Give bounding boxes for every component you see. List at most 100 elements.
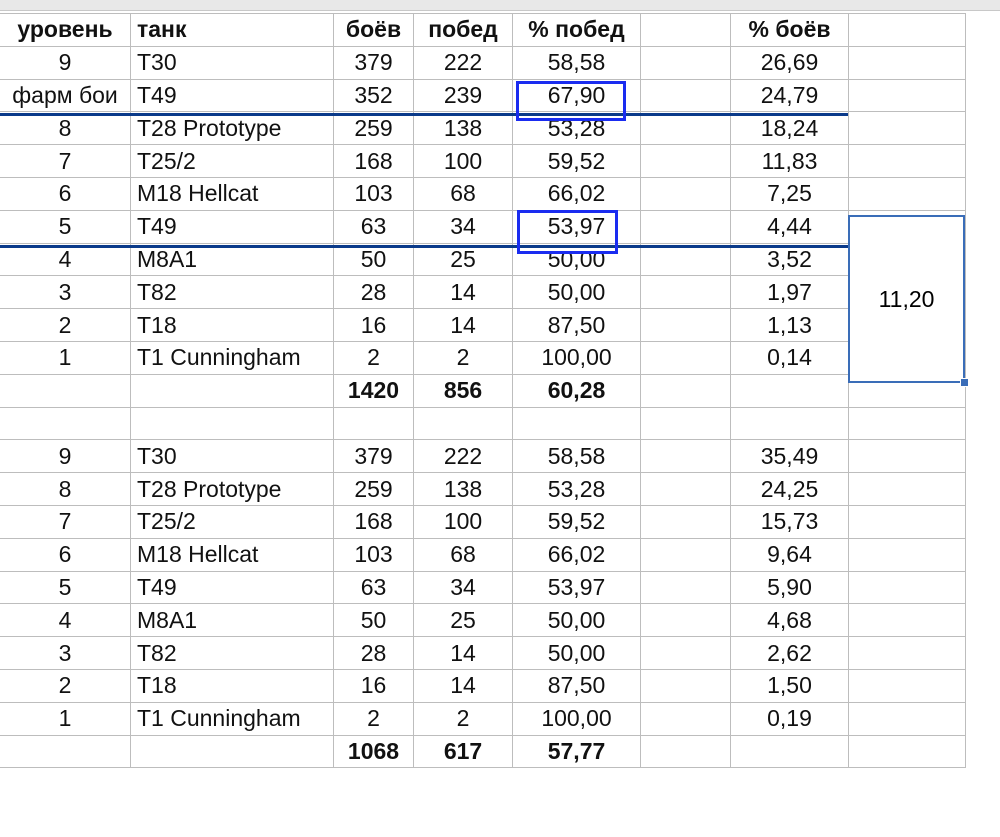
cell[interactable]: 222: [413, 439, 513, 474]
cell[interactable]: 7: [0, 504, 131, 539]
cell[interactable]: T49: [130, 78, 334, 113]
cell[interactable]: 50,00: [512, 275, 641, 310]
cell[interactable]: T25/2: [130, 144, 334, 178]
cell[interactable]: [848, 111, 966, 146]
cell[interactable]: 352: [333, 78, 414, 113]
cell[interactable]: [0, 734, 131, 769]
cell[interactable]: 11,83: [730, 144, 849, 178]
cell[interactable]: 8: [0, 472, 131, 506]
cell[interactable]: 50,00: [512, 603, 641, 638]
cell[interactable]: [640, 209, 731, 244]
cell[interactable]: 59,52: [512, 144, 641, 178]
cell[interactable]: 259: [333, 111, 414, 146]
cell[interactable]: % побед: [512, 13, 641, 47]
cell[interactable]: 6: [0, 537, 131, 572]
cell[interactable]: M18 Hellcat: [130, 537, 334, 572]
cell[interactable]: 0,14: [730, 340, 849, 375]
cell[interactable]: 25: [413, 242, 513, 277]
cell[interactable]: 2: [413, 340, 513, 375]
cell[interactable]: [640, 275, 731, 310]
cell[interactable]: [413, 406, 513, 441]
cell[interactable]: побед: [413, 13, 513, 47]
cell[interactable]: 259: [333, 472, 414, 506]
cell[interactable]: 4: [0, 603, 131, 638]
cell[interactable]: 4: [0, 242, 131, 277]
cell[interactable]: 68: [413, 537, 513, 572]
cell[interactable]: [848, 45, 966, 80]
cell[interactable]: [640, 78, 731, 113]
cell[interactable]: 67,90: [512, 78, 641, 113]
cell[interactable]: 15,73: [730, 504, 849, 539]
cell[interactable]: 50: [333, 603, 414, 638]
cell[interactable]: 100,00: [512, 340, 641, 375]
cell[interactable]: 50,00: [512, 242, 641, 277]
cell[interactable]: [640, 406, 731, 441]
cell[interactable]: [848, 734, 966, 769]
cell[interactable]: 24,79: [730, 78, 849, 113]
cell[interactable]: [640, 472, 731, 506]
cell[interactable]: [848, 636, 966, 670]
spreadsheet-grid[interactable]: уровень танк боёв побед% побед% боёв 9 T30 379…: [0, 13, 966, 769]
cell[interactable]: [333, 406, 414, 441]
cell[interactable]: 63: [333, 209, 414, 244]
cell[interactable]: [848, 504, 966, 539]
cell[interactable]: 87,50: [512, 668, 641, 703]
cell[interactable]: 379: [333, 439, 414, 474]
cell[interactable]: [848, 406, 966, 441]
cell[interactable]: T28 Prototype: [130, 472, 334, 506]
cell[interactable]: % боёв: [730, 13, 849, 47]
cell[interactable]: 2: [413, 701, 513, 736]
cell[interactable]: 60,28: [512, 373, 641, 408]
cell[interactable]: [848, 472, 966, 506]
cell[interactable]: T18: [130, 668, 334, 703]
cell[interactable]: 0,19: [730, 701, 849, 736]
cell[interactable]: 63: [333, 570, 414, 605]
cell[interactable]: 168: [333, 504, 414, 539]
cell[interactable]: 138: [413, 111, 513, 146]
cell[interactable]: 53,97: [512, 570, 641, 605]
cell[interactable]: [848, 570, 966, 605]
cell[interactable]: [848, 13, 966, 47]
cell[interactable]: [640, 340, 731, 375]
cell[interactable]: 58,58: [512, 439, 641, 474]
cell[interactable]: T82: [130, 275, 334, 310]
cell[interactable]: 5: [0, 570, 131, 605]
cell[interactable]: 2: [333, 340, 414, 375]
cell[interactable]: боёв: [333, 13, 414, 47]
cell[interactable]: [640, 504, 731, 539]
fill-handle[interactable]: [960, 378, 969, 387]
cell[interactable]: [640, 373, 731, 408]
cell[interactable]: [640, 144, 731, 178]
cell[interactable]: [640, 242, 731, 277]
cell[interactable]: 1,97: [730, 275, 849, 310]
cell[interactable]: 2: [333, 701, 414, 736]
cell[interactable]: [640, 603, 731, 638]
cell[interactable]: [640, 13, 731, 47]
cell[interactable]: 53,97: [512, 209, 641, 244]
cell[interactable]: 14: [413, 636, 513, 670]
cell[interactable]: T1 Cunningham: [130, 340, 334, 375]
cell[interactable]: [848, 603, 966, 638]
cell[interactable]: 138: [413, 472, 513, 506]
cell[interactable]: 1420: [333, 373, 414, 408]
cell[interactable]: 1068: [333, 734, 414, 769]
cell[interactable]: [640, 537, 731, 572]
cell[interactable]: 5: [0, 209, 131, 244]
cell[interactable]: M8A1: [130, 603, 334, 638]
cell[interactable]: [848, 78, 966, 113]
cell[interactable]: 9,64: [730, 537, 849, 572]
cell[interactable]: 16: [333, 308, 414, 342]
cell[interactable]: T30: [130, 439, 334, 474]
cell[interactable]: 103: [333, 537, 414, 572]
cell[interactable]: 239: [413, 78, 513, 113]
cell[interactable]: T1 Cunningham: [130, 701, 334, 736]
cell[interactable]: [848, 176, 966, 211]
cell[interactable]: 856: [413, 373, 513, 408]
cell[interactable]: 2: [0, 308, 131, 342]
cell[interactable]: T82: [130, 636, 334, 670]
cell[interactable]: [640, 668, 731, 703]
cell[interactable]: 7,25: [730, 176, 849, 211]
cell[interactable]: 87,50: [512, 308, 641, 342]
cell[interactable]: 7: [0, 144, 131, 178]
cell[interactable]: [0, 373, 131, 408]
